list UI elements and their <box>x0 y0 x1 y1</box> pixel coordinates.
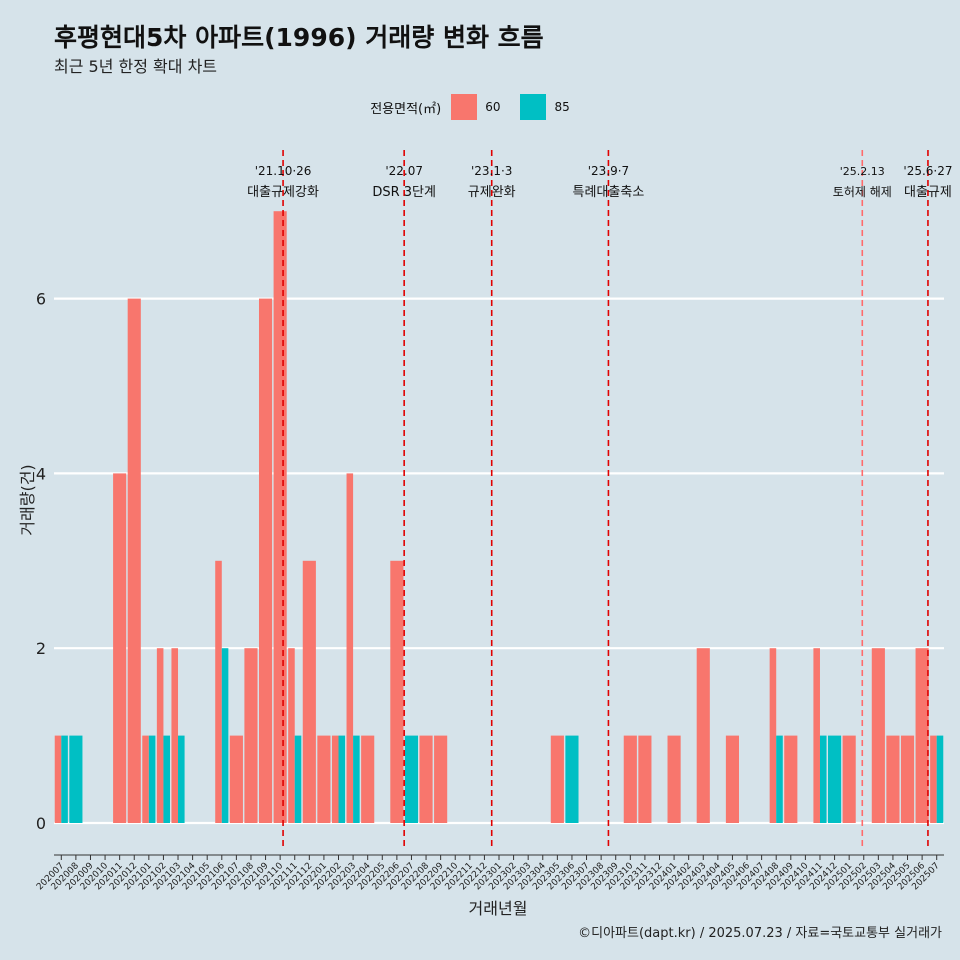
bar-60-202311 <box>638 735 652 823</box>
caption: ©디아파트(dapt.kr) / 2025.07.23 / 자료=국토교통부 실… <box>578 926 942 941</box>
bar-60-202012 <box>127 298 141 824</box>
bar-60-202203 <box>346 473 354 823</box>
bar-85-202507 <box>936 735 944 823</box>
bar-60-202202 <box>331 735 339 823</box>
bar-85-202102 <box>163 735 170 823</box>
y-tick-label: 4 <box>36 464 46 483</box>
bar-60-202109 <box>258 298 273 824</box>
bar-60-202506 <box>915 648 929 823</box>
legend-label-60: 60 <box>485 100 501 114</box>
bar-60-202112 <box>302 560 316 823</box>
y-axis: 0 2 4 6 <box>36 290 46 833</box>
legend-key-60 <box>451 94 478 120</box>
x-axis: 2020072020082020092020102020112020122021… <box>35 854 944 892</box>
event-date: '21.10·26 <box>255 164 312 178</box>
bar-85-202103 <box>178 735 185 823</box>
bar-60-202106 <box>215 560 222 823</box>
bar-85-202411 <box>819 735 827 823</box>
bar-85-202111 <box>294 735 302 823</box>
bar-85-202203 <box>353 735 360 823</box>
event-label: 규제완화 <box>468 185 516 200</box>
event-lines <box>282 150 929 850</box>
bar-85-202106 <box>221 648 229 823</box>
bar-60-202208 <box>419 735 433 823</box>
bar-60-202201 <box>317 735 331 823</box>
bar-85-202306 <box>565 735 579 823</box>
bar-60-202411 <box>813 648 820 823</box>
bar-60-202206 <box>390 560 404 823</box>
bar-85-202007 <box>61 735 68 823</box>
bar-60-202111 <box>288 648 295 823</box>
bar-60-202408 <box>769 648 777 823</box>
bar-60-202310 <box>623 735 637 823</box>
bar-85-202202 <box>338 735 346 823</box>
bar-60-202101 <box>142 735 149 823</box>
y-tick-label: 0 <box>36 814 46 833</box>
event-date: '23.1·3 <box>471 164 512 178</box>
event-date: '23.9·7 <box>588 164 629 178</box>
bar-60-202204 <box>361 735 375 823</box>
y-axis-label: 거래량(건) <box>18 464 37 535</box>
event-date: '22.07 <box>385 164 423 178</box>
bar-60-202108 <box>244 648 258 823</box>
event-annotations: '21.10·26 대출규제강화 '22.07 DSR 3단계 '23.1·3 규제완화 '… <box>247 164 952 200</box>
bar-60-202507 <box>930 735 937 823</box>
bar-60-202504 <box>886 735 900 823</box>
bar-85-202408 <box>776 735 783 823</box>
legend-key-85 <box>520 94 547 120</box>
bar-85-202008 <box>69 735 83 823</box>
bar-60-202409 <box>784 735 798 823</box>
y-tick-label: 6 <box>36 290 46 309</box>
bar-60-202405 <box>725 735 740 823</box>
event-date: '25.2.13 <box>840 165 885 178</box>
event-label: DSR 3단계 <box>372 185 436 200</box>
event-label: 대출규제 <box>904 185 952 200</box>
legend: 전용면적(㎡) 60 85 <box>0 93 960 121</box>
event-label: 특례대출축소 <box>573 185 645 200</box>
x-axis-label: 거래년월 <box>469 899 528 918</box>
bar-60-202107 <box>229 735 243 823</box>
event-label: 토허제 해제 <box>833 185 892 199</box>
bars <box>54 211 944 824</box>
bar-60-202011 <box>113 473 127 823</box>
bar-60-202007 <box>54 735 62 823</box>
bar-60-202110 <box>273 211 287 823</box>
bar-85-202412 <box>828 735 842 823</box>
bar-60-202305 <box>550 735 564 823</box>
gridlines <box>54 297 944 825</box>
event-date: '25.6·27 <box>903 164 952 178</box>
chart-title: 후평현대5차 아파트(1996) 거래량 변화 흐름 <box>54 23 544 52</box>
bar-60-202403 <box>696 648 710 823</box>
bar-60-202401 <box>667 735 681 823</box>
bar-60-202209 <box>434 735 448 823</box>
legend-title: 전용면적(㎡) <box>370 101 442 117</box>
bar-60-202103 <box>171 648 179 823</box>
event-label: 대출규제강화 <box>247 185 319 200</box>
bar-85-202101 <box>148 735 156 823</box>
bar-60-202501 <box>842 735 856 823</box>
chart-subtitle: 최근 5년 한정 확대 차트 <box>54 57 218 76</box>
y-tick-label: 2 <box>36 639 46 658</box>
legend-label-85: 85 <box>554 100 570 114</box>
bar-60-202503 <box>871 648 885 823</box>
bar-85-202207 <box>404 735 419 823</box>
bar-60-202102 <box>156 648 164 823</box>
bar-60-202505 <box>900 735 915 823</box>
